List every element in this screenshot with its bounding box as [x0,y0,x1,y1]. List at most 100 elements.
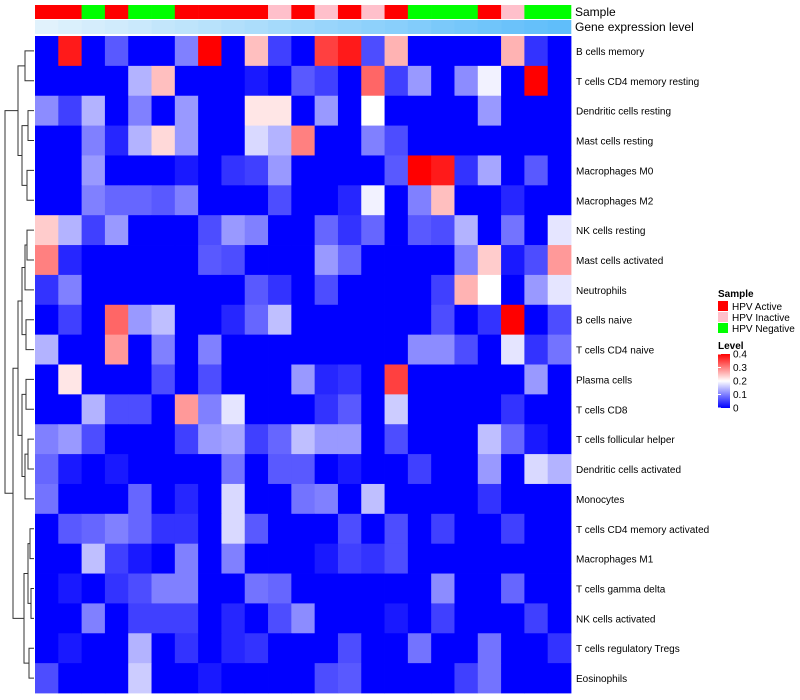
row-label: Mast cells resting [576,137,653,148]
heatmap-cell [81,95,106,126]
heatmap-cell [58,185,83,216]
heatmap-cell [104,274,129,306]
heatmap-cell [151,274,176,306]
heatmap-cell [58,663,83,694]
heatmap-cell [244,215,269,246]
dendrogram-branch [29,528,34,560]
heatmap-cell [221,185,246,216]
heatmap-cell [361,274,385,306]
heatmap-cell [151,364,176,395]
heatmap-cell [244,125,269,156]
heatmap-cell [337,95,362,126]
heatmap-cell [407,394,432,425]
row-label: T cells regulatory Tregs [576,644,680,655]
heatmap-cell [174,304,199,336]
sample-annotation-cell [221,5,246,19]
heatmap-cell [151,573,176,604]
sample-annotation-cell [314,5,339,19]
heatmap-cell [268,65,292,97]
heatmap-cell [128,513,152,545]
heatmap-cell [384,274,409,306]
heatmap-cell [361,543,385,574]
heatmap-cell [547,185,572,216]
heatmap-cell [407,125,432,156]
heatmap-cell [454,573,479,604]
heatmap-cell [221,573,246,604]
heatmap-cell [501,304,525,336]
heatmap-cell [501,125,525,156]
heatmap-cell [454,245,479,276]
heatmap-cell [314,364,339,395]
heatmap-cell [58,454,83,485]
heatmap-cell [314,663,339,694]
heatmap-cell [454,513,479,545]
heatmap-cell [524,36,549,67]
heatmap-cell [58,304,83,336]
heatmap-cell [291,185,316,216]
row-label: B cells memory [576,47,644,58]
expression-annotation-cell [454,20,479,34]
heatmap-cell [291,513,316,545]
heatmap-cell [174,364,199,395]
heatmap-cell [407,454,432,485]
sample-annotation-cell [198,5,222,19]
heatmap-cell [384,215,409,246]
heatmap-cell [221,334,246,365]
heatmap-cell [174,663,199,694]
legend-level-tick-label: 0.4 [733,350,747,361]
heatmap-cell [35,513,59,545]
heatmap-cell [477,573,502,604]
heatmap-cell [128,633,152,664]
heatmap-cell [35,573,59,604]
heatmap-cell [104,483,129,515]
heatmap-cell [547,155,572,186]
heatmap-cell [244,364,269,395]
sample-annotation-cell [291,5,315,19]
heatmap-cell [198,215,222,246]
heatmap-cell [58,245,83,276]
heatmap-cell [454,334,479,365]
dendrogram-branch [25,319,34,351]
expression-annotation-cell [104,20,129,34]
heatmap-cell [221,95,246,126]
heatmap-cell [104,215,129,246]
heatmap-cell [337,364,362,395]
heatmap-cell [501,573,525,604]
expression-annotation-cell [174,20,199,34]
heatmap-cell [268,304,292,336]
heatmap-cell [221,304,246,336]
heatmap-cell [221,155,246,186]
heatmap-cell [198,155,222,186]
heatmap-cell [431,424,455,455]
heatmap-cell [104,334,129,365]
heatmap-cell [35,543,59,574]
heatmap-cell [431,36,455,67]
heatmap-cell [35,304,59,336]
heatmap-cell [314,454,339,485]
heatmap-cell [431,185,455,216]
heatmap-cell [384,364,409,395]
heatmap-cells [35,36,572,694]
row-label: Dendritic cells resting [576,107,671,118]
heatmap-cell [501,334,525,365]
heatmap-cell [58,424,83,455]
heatmap-cell [501,65,525,97]
heatmap-cell [407,304,432,336]
heatmap-cell [407,483,432,515]
heatmap-cell [477,215,502,246]
heatmap-cell [361,663,385,694]
heatmap-cell [81,125,106,156]
sample-annotation-cell [128,5,152,19]
heatmap-cell [501,663,525,694]
sample-annotation-label: Sample [575,5,616,19]
heatmap-cell [174,633,199,664]
sample-annotation-cell [431,5,455,19]
heatmap-cell [524,245,549,276]
heatmap-cell [501,543,525,574]
heatmap-cell [128,573,152,604]
heatmap-cell [291,304,316,336]
heatmap-cell [128,36,152,67]
heatmap-cell [128,603,152,634]
heatmap-cell [35,215,59,246]
dendrogram-branch [24,244,34,291]
